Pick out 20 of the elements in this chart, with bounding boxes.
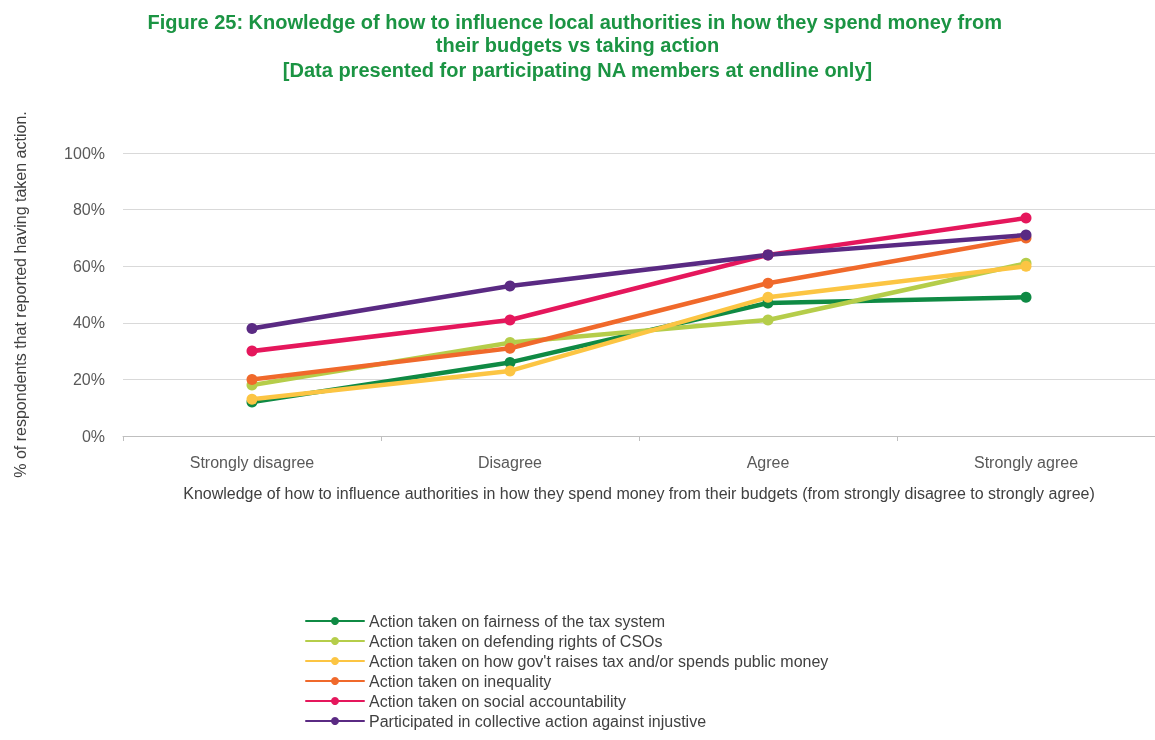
legend-label: Action taken on social accountability	[369, 692, 627, 710]
y-tick-label: 40%	[72, 314, 105, 332]
x-tick-label: Strongly agree	[973, 453, 1079, 471]
chart-subtitle: [Data presented for participating NA members at endline only]	[282, 58, 873, 81]
y-tick-label: 20%	[72, 370, 105, 388]
chart-title: Figure 25: Knowledge of how to influence local authorities in how they spend money from their budgets vs taking action	[147, 10, 1008, 56]
x-tick-label: Agree	[746, 453, 790, 471]
y-tick-label: 0%	[81, 427, 105, 445]
legend-label: Action taken on how gov't raises tax and/or spends public money	[369, 652, 829, 670]
legend-label: Action taken on defending rights of CSOs	[369, 632, 663, 650]
y-tick-label: 60%	[72, 257, 105, 275]
x-tick-label: Disagree	[477, 453, 543, 471]
legend-label: Action taken on fairness of the tax system	[369, 612, 666, 630]
y-tick-label: 100%	[64, 144, 105, 162]
y-tick-label: 80%	[72, 201, 105, 219]
x-axis-title: Knowledge of how to influence authorities in how they spend money from their budgets (from strongly disagree to strongly agree)	[183, 485, 1095, 502]
x-tick-label: Strongly disagree	[189, 453, 315, 471]
y-axis-title: % of respondents that reported having taken action.	[11, 111, 29, 478]
legend-label: Participated in collective action against injustive	[369, 712, 707, 730]
legend-label: Action taken on inequality	[369, 672, 552, 690]
